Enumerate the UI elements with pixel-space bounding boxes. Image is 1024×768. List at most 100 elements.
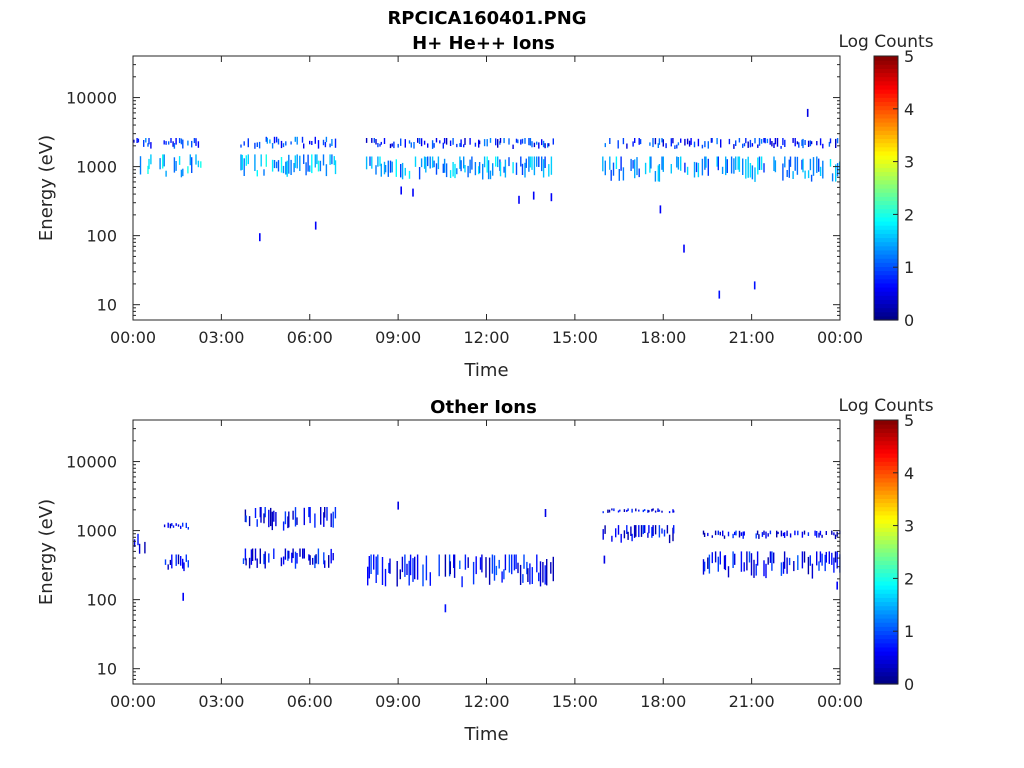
data-streak [282,143,285,148]
data-streak [733,144,735,149]
colorbar-segment [874,651,898,656]
data-streak [738,156,741,172]
data-streak [836,551,838,569]
data-streak [763,530,765,535]
data-streak [544,156,546,168]
data-streak [443,158,446,173]
data-streak [448,554,451,577]
data-streak [444,554,447,577]
data-streak [745,159,747,179]
data-streak [268,553,270,563]
data-streak [816,156,818,173]
data-streak [834,534,837,540]
data-streak [647,509,649,513]
data-streak [531,567,533,584]
data-streak [197,160,200,168]
data-streak [747,156,749,178]
data-streak [294,136,296,142]
colorbar-segment [874,134,898,140]
data-streak [517,139,519,144]
data-streak [737,156,739,170]
data-streak [727,566,730,578]
colorbar-segment [874,589,898,594]
data-streak [769,551,772,563]
data-streak [464,554,467,570]
data-streak [383,138,386,144]
data-streak [187,527,189,530]
data-streak [445,163,448,178]
data-streak [367,566,369,586]
data-streak [288,511,290,528]
data-streak [548,143,550,147]
data-streak [474,162,477,176]
colorbar-segment [874,89,898,94]
data-streak [408,170,411,179]
data-streak [418,138,421,144]
data-streak [379,143,381,147]
data-streak [315,554,317,564]
data-streak [431,156,434,168]
data-streak [292,510,294,520]
data-streak [638,168,640,178]
data-streak [460,139,462,147]
data-streak [644,525,646,533]
data-streak [243,141,245,146]
data-streak [670,138,672,147]
data-streak [180,138,183,145]
data-streak [404,139,406,148]
data-streak [831,173,834,182]
colorbar-segment [874,307,898,313]
data-streak [627,508,629,511]
data-streak [501,571,503,583]
data-streak [704,141,706,148]
data-streak [296,553,298,564]
data-streak [774,160,777,173]
data-streak [260,507,262,523]
data-streak [716,138,718,145]
data-streak [754,167,756,182]
data-streak [662,139,664,147]
colorbar-segment [874,514,898,520]
panel-2: Other Ions 00:00 03:00 06:00 09:00 12:00 15:00… [36,396,934,745]
colorbar-segment [874,618,898,623]
data-streak [309,507,311,524]
data-streak [542,140,545,148]
data-streak [517,562,519,574]
data-streak [642,525,644,535]
panel-title: Other Ions [430,397,537,418]
data-streak [807,556,810,575]
data-streak [726,159,728,173]
data-streak [375,165,377,175]
data-streak [677,157,680,170]
colorbar-segment [874,117,898,123]
data-streak [648,510,650,513]
data-streak [296,154,298,169]
data-streak [724,555,727,571]
colorbar-frame [873,55,899,321]
data-streak [789,533,792,538]
colorbar-segment [874,523,898,528]
data-streak [786,170,788,177]
data-streak [178,156,181,165]
data-streak [658,138,661,145]
data-streak [284,511,287,525]
data-streak [720,139,722,148]
data-streak [707,532,709,537]
data-point [314,221,317,230]
data-streak [404,554,406,577]
colorbar-segment [874,543,898,549]
data-streak [758,156,761,170]
data-streak [454,163,456,179]
data-streak [503,166,505,173]
data-streak [389,558,391,574]
data-streak [377,143,379,148]
colorbar-segment [874,311,898,317]
data-streak [796,156,799,175]
data-streak [453,554,455,568]
data-streak [654,510,657,513]
colorbar-segment [874,142,898,148]
colorbar-segment [874,126,898,131]
figure-title: RPCICA160401.PNG [387,8,586,29]
colorbar-segment [874,461,898,466]
